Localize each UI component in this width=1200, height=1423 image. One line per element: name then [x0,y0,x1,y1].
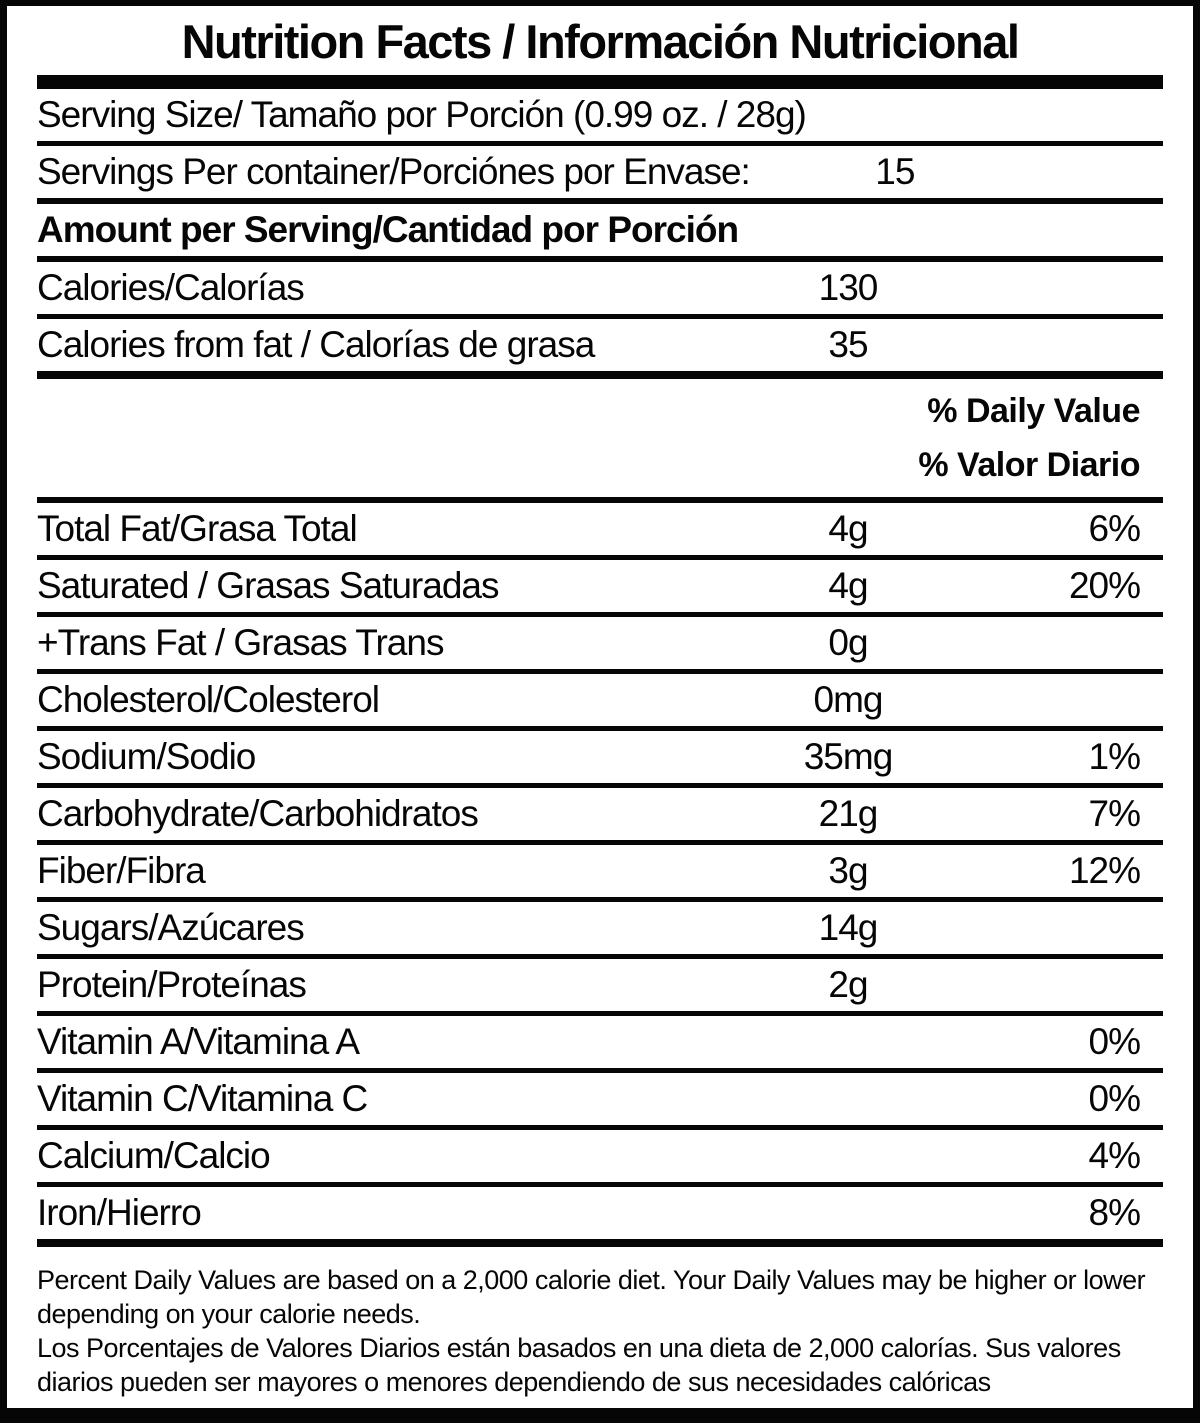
footnote-english: Percent Daily Values are based on a 2,00… [37,1265,1146,1330]
nutrient-row: Carbohydrate/Carbohidratos 21g 7% [37,788,1163,846]
nutrient-daily-value: 8% [1088,1192,1141,1234]
footnote-spanish: Los Porcentajes de Valores Diarios están… [37,1333,1121,1398]
nutrient-row: Protein/Proteínas 2g [37,959,1163,1017]
nutrient-daily-value: 0% [1088,1078,1141,1120]
nutrient-amount: 3g [828,850,868,892]
nutrient-label: Sugars/Azúcares [37,907,305,949]
serving-size-row: Serving Size/ Tamaño por Porción (0.99 o… [37,89,1163,147]
nutrient-daily-value: 1% [1088,736,1141,778]
amount-per-serving-heading-row: Amount per Serving/Cantidad por Porción [37,204,1163,263]
serving-size-text: Serving Size/ Tamaño por Porción (0.99 o… [37,94,807,136]
title-separator-bar [37,75,1163,90]
nutrient-row: Iron/Hierro 8% [37,1187,1163,1248]
nutrient-row: Cholesterol/Colesterol 0mg [37,674,1163,732]
nutrient-row: Fiber/Fibra 3g 12% [37,845,1163,903]
servings-per-container-label: Servings Per container/Porciónes por Env… [37,151,751,193]
nutrient-row: Vitamin A/Vitamina A 0% [37,1016,1163,1074]
nutrient-daily-value: 6% [1088,508,1141,550]
nutrient-label: Cholesterol/Colesterol [37,679,380,721]
nutrient-label: Calcium/Calcio [37,1135,271,1177]
nutrient-amount: 2g [828,964,868,1006]
nutrient-amount: 4g [828,508,868,550]
nutrient-label: +Trans Fat / Grasas Trans [37,622,444,664]
servings-per-container-row: Servings Per container/Porciónes por Env… [37,146,1163,205]
daily-value-header-es: % Valor Diario [918,446,1140,485]
nutrient-label: Vitamin C/Vitamina C [37,1078,368,1120]
nutrient-daily-value: 7% [1088,793,1141,835]
nutrient-label: Fiber/Fibra [37,850,206,892]
nutrient-row: +Trans Fat / Grasas Trans 0g [37,617,1163,675]
nutrient-row: Total Fat/Grasa Total 4g 6% [37,503,1163,561]
nutrient-label: Total Fat/Grasa Total [37,508,358,550]
calories-from-fat-value: 35 [828,324,868,366]
nutrient-daily-value: 12% [1068,850,1141,892]
calories-from-fat-row: Calories from fat / Calorías de grasa 35 [37,319,1163,380]
nutrient-row: Saturated / Grasas Saturadas 4g 20% [37,560,1163,618]
nutrient-rows: Total Fat/Grasa Total 4g 6% Saturated / … [37,503,1163,1248]
nutrient-daily-value: 20% [1068,565,1141,607]
footnotes: Percent Daily Values are based on a 2,00… [37,1247,1163,1399]
nutrient-daily-value: 4% [1088,1135,1141,1177]
nutrient-label: Vitamin A/Vitamina A [37,1021,360,1063]
nutrient-label: Sodium/Sodio [37,736,256,778]
calories-row: Calories/Calorías 130 [37,262,1163,320]
nutrient-label: Iron/Hierro [37,1192,202,1234]
calories-label: Calories/Calorías [37,267,305,309]
nutrient-amount: 14g [818,907,879,949]
calories-from-fat-label: Calories from fat / Calorías de grasa [37,324,595,366]
nutrient-amount: 4g [828,565,868,607]
amount-per-serving-heading: Amount per Serving/Cantidad por Porción [37,209,739,251]
nutrient-row: Sodium/Sodio 35mg 1% [37,731,1163,789]
nutrient-label: Carbohydrate/Carbohidratos [37,793,479,835]
daily-value-header-en: % Daily Value [927,392,1140,431]
nutrient-amount: 21g [818,793,879,835]
nutrient-label: Saturated / Grasas Saturadas [37,565,500,607]
nutrient-label: Protein/Proteínas [37,964,307,1006]
nutrient-amount: 35mg [803,736,894,778]
calories-value: 130 [818,267,879,309]
nutrient-amount: 0g [828,622,868,664]
nutrient-amount: 0mg [813,679,884,721]
nutrient-row: Sugars/Azúcares 14g [37,902,1163,960]
nutrient-daily-value: 0% [1088,1021,1141,1063]
servings-per-container-value: 15 [875,151,915,193]
nutrient-row: Calcium/Calcio 4% [37,1130,1163,1188]
daily-value-header: % Daily Value % Valor Diario [37,379,1163,504]
label-title: Nutrition Facts / Información Nutriciona… [181,15,1020,68]
nutrient-row: Vitamin C/Vitamina C 0% [37,1073,1163,1131]
